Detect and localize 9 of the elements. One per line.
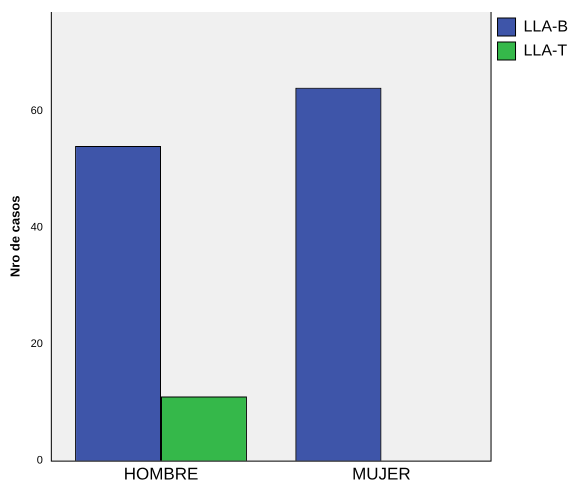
legend-label: LLA-B — [524, 18, 568, 36]
y-tick-label: 0 — [36, 454, 43, 467]
y-axis-title: Nro de casos — [7, 195, 22, 278]
x-tick-label: MUJER — [352, 464, 411, 484]
y-tick-label: 20 — [30, 338, 43, 350]
y-tick-label: 40 — [30, 222, 43, 234]
y-tick-label: 60 — [30, 105, 43, 118]
legend-label: LLA-T — [524, 42, 568, 60]
x-tick-label: HOMBRE — [124, 464, 198, 484]
